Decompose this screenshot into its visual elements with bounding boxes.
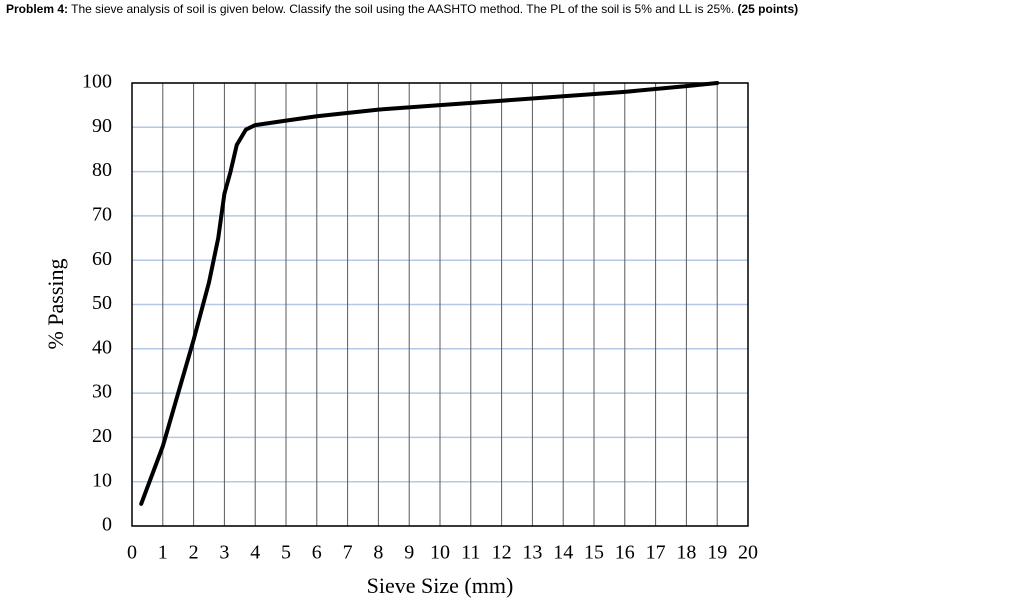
y-tick-label: 40 [92, 336, 112, 358]
x-tick-label: 7 [343, 542, 353, 564]
x-tick-label: 2 [189, 542, 199, 564]
y-axis-title: % Passing [43, 258, 68, 349]
x-tick-label: 18 [676, 542, 696, 564]
x-tick-label: 14 [553, 542, 573, 564]
x-tick-label: 0 [127, 542, 137, 564]
y-tick-label: 80 [92, 159, 112, 181]
x-tick-label: 10 [430, 542, 450, 564]
x-tick-label: 13 [522, 542, 542, 564]
x-tick-label: 5 [281, 542, 291, 564]
x-tick-label: 15 [584, 542, 604, 564]
problem-points: (25 points) [737, 2, 799, 16]
y-tick-label: 90 [92, 115, 112, 137]
problem-statement: Problem 4: The sieve analysis of soil is… [6, 2, 826, 16]
y-tick-label: 10 [92, 469, 112, 491]
x-axis-title: Sieve Size (mm) [367, 573, 514, 598]
x-tick-label: 17 [646, 542, 666, 564]
data-line [139, 81, 720, 506]
x-tick-label: 8 [373, 542, 383, 564]
x-tick-label: 6 [312, 542, 322, 564]
problem-label: Problem 4: [6, 2, 69, 16]
x-tick-label: 19 [707, 542, 727, 564]
y-tick-label: 100 [82, 71, 112, 93]
x-tick-label: 16 [615, 542, 635, 564]
plot-frame [131, 82, 749, 527]
y-tick-label: 50 [92, 292, 112, 314]
x-tick-label: 11 [461, 542, 480, 564]
y-tick-label: 0 [102, 514, 112, 536]
x-tick-label: 4 [250, 542, 260, 564]
x-tick-label: 1 [158, 542, 168, 564]
y-tick-label: 60 [92, 248, 112, 270]
x-tick-label: 9 [404, 542, 414, 564]
x-tick-label: 20 [738, 542, 758, 564]
y-tick-label: 20 [92, 425, 112, 447]
problem-text: The sieve analysis of soil is given belo… [71, 2, 735, 16]
x-tick-label: 3 [219, 542, 229, 564]
y-tick-label: 30 [92, 381, 112, 403]
y-tick-label: 70 [92, 203, 112, 225]
x-tick-label: 12 [492, 542, 512, 564]
